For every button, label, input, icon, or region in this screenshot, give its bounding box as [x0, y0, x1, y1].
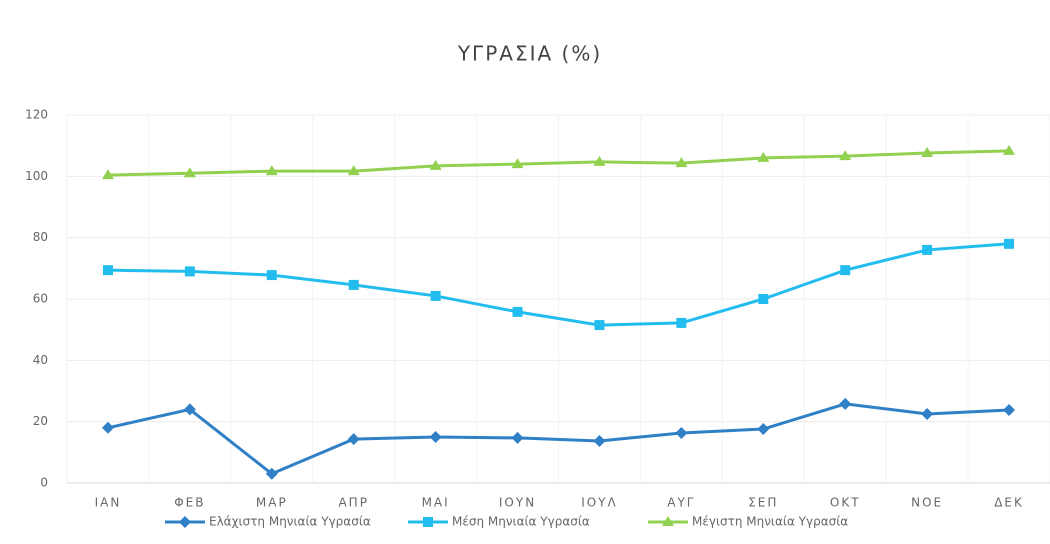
marker: [179, 516, 191, 528]
marker: [183, 167, 196, 178]
x-tick-label: ΟΚΤ: [830, 496, 861, 510]
marker: [839, 150, 852, 161]
y-tick-label: 60: [33, 292, 48, 306]
marker: [662, 516, 674, 526]
marker: [347, 165, 360, 176]
marker: [347, 433, 360, 446]
marker: [183, 403, 196, 416]
marker: [921, 147, 934, 158]
marker: [593, 155, 606, 166]
series-line: [107, 242, 1010, 327]
x-tick-label: ΙΟΥΝ: [499, 496, 536, 510]
marker: [594, 320, 605, 331]
y-tick-label: 0: [40, 476, 48, 490]
y-tick-label: 120: [25, 108, 48, 122]
marker: [266, 270, 277, 281]
marker: [429, 159, 442, 170]
marker: [101, 169, 114, 180]
x-tick-label: ΜΑΡ: [256, 496, 288, 510]
marker: [675, 157, 688, 168]
marker: [839, 397, 852, 410]
marker: [757, 423, 770, 436]
marker: [1004, 238, 1015, 249]
marker: [423, 517, 433, 527]
x-tick-label: ΦΕΒ: [174, 496, 205, 510]
series-line: [107, 149, 1010, 177]
x-tick-label: ΙΟΥΛ: [581, 496, 618, 510]
marker: [921, 408, 934, 420]
x-tick-label: ΔΕΚ: [994, 496, 1024, 510]
legend-label: Ελάχιστη Μηνιαία Υγρασία: [209, 515, 371, 529]
y-tick-label: 100: [25, 169, 48, 183]
marker: [348, 279, 359, 290]
chart-title: ΥΓΡΑΣΙΑ (%): [457, 42, 602, 66]
legend-label: Μέγιστη Μηνιαία Υγρασία: [692, 515, 848, 529]
y-tick-label: 80: [33, 230, 48, 244]
marker: [511, 431, 524, 444]
legend-label: Μέση Μηνιαία Υγρασία: [452, 515, 590, 529]
marker: [840, 265, 851, 276]
marker: [757, 151, 770, 162]
x-tick-label: ΣΕΠ: [748, 496, 778, 510]
marker: [184, 266, 195, 277]
marker: [1003, 404, 1016, 417]
series-line: [107, 402, 1010, 476]
x-tick-label: ΑΥΓ: [667, 496, 695, 510]
y-tick-label: 20: [33, 414, 48, 428]
marker: [922, 244, 933, 255]
marker: [429, 431, 442, 443]
marker: [265, 165, 278, 176]
marker: [265, 467, 278, 480]
marker: [758, 294, 769, 304]
marker: [593, 434, 606, 447]
x-tick-label: ΜΑΙ: [422, 496, 450, 510]
x-tick-label: ΑΠΡ: [338, 496, 368, 510]
x-tick-label: ΝΟΕ: [911, 496, 943, 510]
marker: [676, 317, 687, 328]
marker: [675, 427, 688, 440]
marker: [102, 265, 113, 276]
marker: [511, 158, 524, 169]
y-tick-label: 40: [33, 353, 48, 367]
marker: [101, 421, 114, 434]
x-tick-label: ΙΑΝ: [95, 496, 122, 510]
marker: [1003, 144, 1016, 155]
marker: [430, 290, 441, 301]
marker: [512, 306, 523, 317]
